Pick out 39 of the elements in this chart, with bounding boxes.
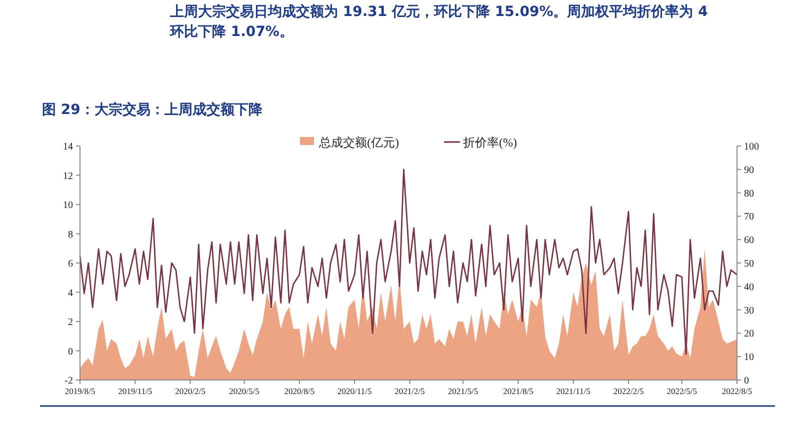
x-tick-label: 2022/5/5 [666,386,697,396]
y2-tick-label: 10 [744,352,754,364]
text: 环比下降 1.07%。 [169,24,294,40]
y-tick-label: 12 [63,170,73,182]
y2-tick-label: 40 [744,282,754,293]
text: 上周大宗交易日均成交额为 19.31 亿元，环比下降 15.09%。周加权平均折价率为 4 [169,3,708,20]
y-tick-label: -2 [64,376,73,386]
x-tick-label: 2019/8/5 [64,386,96,396]
x-tick-label: 2021/8/5 [503,386,534,396]
y2-tick-label: 50 [744,258,754,270]
x-tick-label: 2021/5/5 [448,386,478,396]
y-tick-label: 4 [68,288,73,299]
y2-tick-label: 0 [744,376,749,386]
y-tick-label: 6 [68,258,73,270]
x-tick-label: 2019/11/5 [118,386,152,396]
y2-tick-label: 60 [744,235,754,246]
y-tick-label: 14 [63,142,73,152]
x-tick-label: 2021/2/5 [394,386,425,396]
y2-tick-label: 70 [744,212,754,223]
y-tick-label: 8 [68,229,73,240]
y-tick-label: 0 [68,346,73,358]
x-tick-label: 2021/11/5 [556,386,590,396]
x-tick-label: 2022/8/5 [722,386,752,396]
legend-label: 折价率(%) [463,136,517,150]
y2-tick-label: 20 [744,328,754,340]
legend-label: 总成交额(亿元) [318,136,399,150]
x-tick-label: 2022/2/5 [613,386,644,396]
x-tick-label: 2020/11/5 [337,386,372,396]
x-tick-label: 2020/5/5 [229,386,260,396]
x-tick-label: 2020/8/5 [284,386,315,396]
chart-title: 图 29：大宗交易：上周成交额下降 [42,101,264,118]
y2-tick-label: 90 [744,164,754,176]
y-tick-label: 2 [68,317,73,328]
line-series [79,168,738,355]
y2-tick-label: 100 [744,142,759,152]
y2-tick-label: 80 [744,188,754,200]
y-tick-label: 10 [63,200,73,211]
y2-tick-label: 30 [744,305,754,316]
x-tick-label: 2020/2/5 [175,386,206,396]
